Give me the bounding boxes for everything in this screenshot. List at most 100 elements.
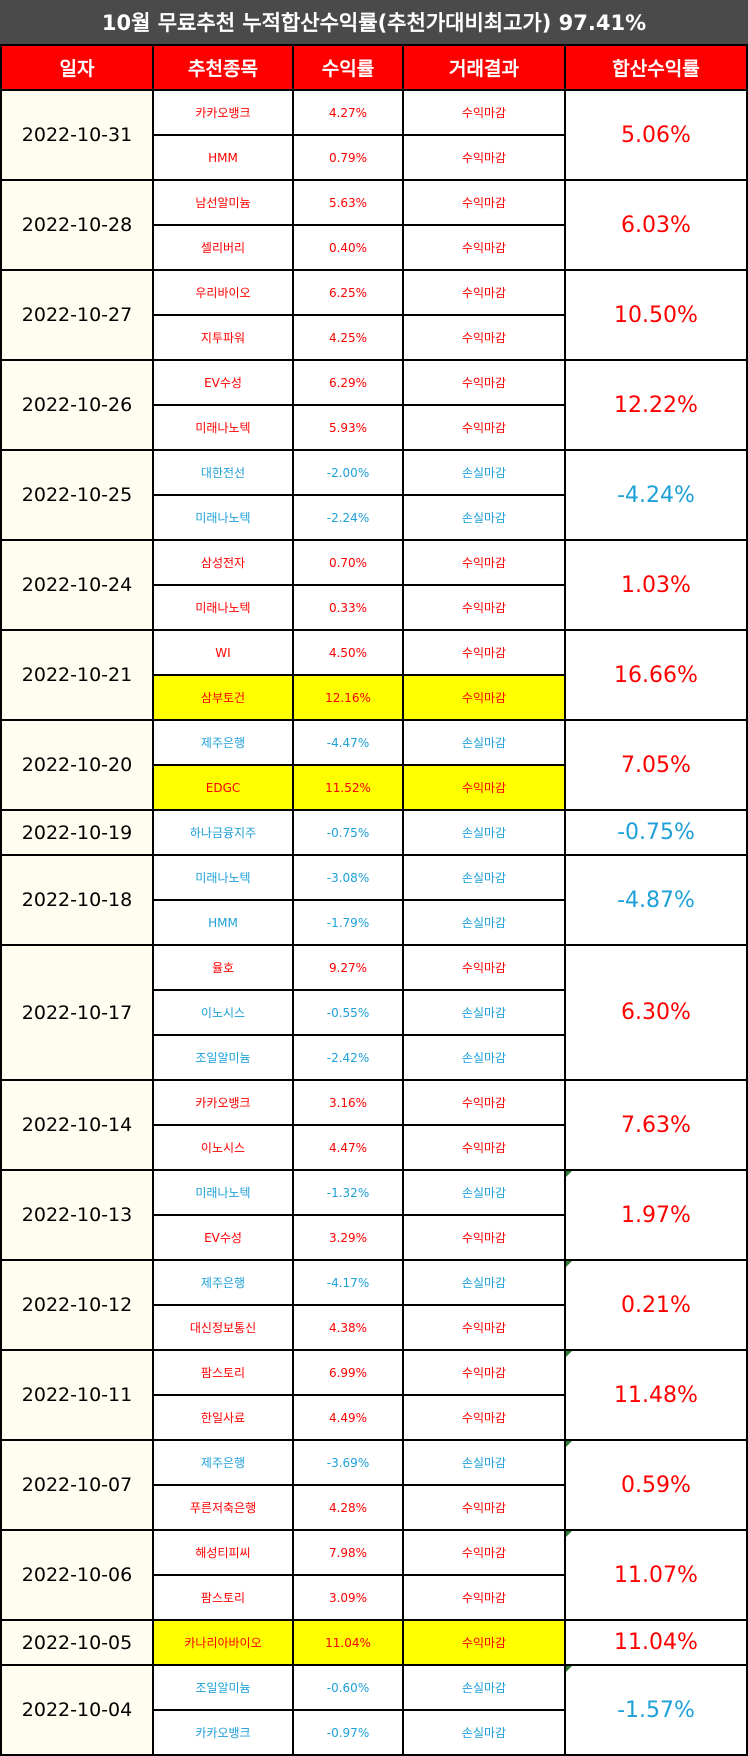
trade-result-cell: 수익마감 <box>404 946 564 989</box>
stock-name-cell: 한일사료 <box>154 1396 292 1439</box>
return-rate-cell: 9.27% <box>294 946 402 989</box>
date-cell: 2022-10-24 <box>2 541 152 629</box>
return-rate-cell: 4.38% <box>294 1306 402 1349</box>
trade-result-cell: 수익마감 <box>404 1486 564 1529</box>
return-rate-cell: -2.42% <box>294 1036 402 1079</box>
total-return-cell: 11.48% <box>566 1351 746 1439</box>
return-rate-cell: -2.00% <box>294 451 402 494</box>
return-rate-cell: 3.16% <box>294 1081 402 1124</box>
return-rate-cell: 11.52% <box>294 766 402 809</box>
trade-result-cell: 수익마감 <box>404 766 564 809</box>
date-cell: 2022-10-13 <box>2 1171 152 1259</box>
stock-name-cell: 미래나노텍 <box>154 496 292 539</box>
total-return-cell: -1.57% <box>566 1666 746 1754</box>
date-cell: 2022-10-21 <box>2 631 152 719</box>
date-cell: 2022-10-31 <box>2 91 152 179</box>
trade-result-cell: 수익마감 <box>404 1306 564 1349</box>
total-return-cell: 1.97% <box>566 1171 746 1259</box>
total-return-cell: 0.21% <box>566 1261 746 1349</box>
return-rate-cell: -0.55% <box>294 991 402 1034</box>
return-rate-cell: 4.28% <box>294 1486 402 1529</box>
total-return-cell: 7.63% <box>566 1081 746 1169</box>
stock-name-cell: 카카오뱅크 <box>154 1711 292 1754</box>
trade-result-cell: 수익마감 <box>404 631 564 674</box>
date-cell: 2022-10-27 <box>2 271 152 359</box>
stock-name-cell: 삼성전자 <box>154 541 292 584</box>
trade-result-cell: 손실마감 <box>404 1036 564 1079</box>
return-rate-cell: 0.40% <box>294 226 402 269</box>
cell-comment-marker <box>566 1261 572 1267</box>
trade-result-cell: 수익마감 <box>404 1396 564 1439</box>
return-rate-cell: 0.79% <box>294 136 402 179</box>
return-rate-cell: -4.17% <box>294 1261 402 1304</box>
trade-result-cell: 손실마감 <box>404 901 564 944</box>
header-total: 합산수익률 <box>566 46 746 89</box>
return-rate-cell: 4.47% <box>294 1126 402 1169</box>
total-return-cell: 7.05% <box>566 721 746 809</box>
stock-name-cell: 이노시스 <box>154 1126 292 1169</box>
date-cell: 2022-10-12 <box>2 1261 152 1349</box>
date-cell: 2022-10-18 <box>2 856 152 944</box>
total-return-cell: 12.22% <box>566 361 746 449</box>
return-rate-cell: 4.49% <box>294 1396 402 1439</box>
stock-name-cell: 대신정보통신 <box>154 1306 292 1349</box>
table-title: 10월 무료추천 누적합산수익률(추천가대비최고가) 97.41% <box>0 0 748 44</box>
stock-name-cell: EDGC <box>154 766 292 809</box>
stock-name-cell: 삼부토건 <box>154 676 292 719</box>
trade-result-cell: 손실마감 <box>404 451 564 494</box>
stock-name-cell: WI <box>154 631 292 674</box>
cell-comment-marker <box>566 1171 572 1177</box>
stock-name-cell: 이노시스 <box>154 991 292 1034</box>
date-cell: 2022-10-05 <box>2 1621 152 1664</box>
total-return-cell: 0.59% <box>566 1441 746 1529</box>
header-stock: 추천종목 <box>154 46 292 89</box>
stock-name-cell: 미래나노텍 <box>154 1171 292 1214</box>
total-return-cell: 10.50% <box>566 271 746 359</box>
return-rate-cell: -0.60% <box>294 1666 402 1709</box>
total-return-cell: 6.03% <box>566 181 746 269</box>
total-return-cell: 11.07% <box>566 1531 746 1619</box>
date-cell: 2022-10-26 <box>2 361 152 449</box>
date-cell: 2022-10-11 <box>2 1351 152 1439</box>
return-rate-cell: 3.29% <box>294 1216 402 1259</box>
return-rate-cell: 0.70% <box>294 541 402 584</box>
return-rate-cell: -0.75% <box>294 811 402 854</box>
header-result: 거래결과 <box>404 46 564 89</box>
return-rate-cell: 4.50% <box>294 631 402 674</box>
trade-result-cell: 수익마감 <box>404 541 564 584</box>
stock-name-cell: 미래나노텍 <box>154 406 292 449</box>
date-cell: 2022-10-06 <box>2 1531 152 1619</box>
trade-result-cell: 수익마감 <box>404 1531 564 1574</box>
total-return-cell: 16.66% <box>566 631 746 719</box>
cell-comment-marker <box>566 1441 572 1447</box>
return-rate-cell: -2.24% <box>294 496 402 539</box>
trade-result-cell: 손실마감 <box>404 1711 564 1754</box>
trade-result-cell: 수익마감 <box>404 226 564 269</box>
trade-result-cell: 손실마감 <box>404 1171 564 1214</box>
date-cell: 2022-10-25 <box>2 451 152 539</box>
total-return-cell: 6.30% <box>566 946 746 1079</box>
trade-result-cell: 손실마감 <box>404 811 564 854</box>
stock-name-cell: 대한전선 <box>154 451 292 494</box>
return-rate-cell: 4.25% <box>294 316 402 359</box>
trade-result-cell: 수익마감 <box>404 1576 564 1619</box>
trade-result-cell: 수익마감 <box>404 1126 564 1169</box>
return-rate-cell: 6.29% <box>294 361 402 404</box>
trade-result-cell: 손실마감 <box>404 1261 564 1304</box>
trade-result-cell: 수익마감 <box>404 1621 564 1664</box>
stock-name-cell: 남선알미늄 <box>154 181 292 224</box>
total-return-cell: 11.04% <box>566 1621 746 1664</box>
stock-name-cell: 제주은행 <box>154 1261 292 1304</box>
stock-name-cell: 팜스토리 <box>154 1351 292 1394</box>
stock-name-cell: HMM <box>154 901 292 944</box>
stock-name-cell: HMM <box>154 136 292 179</box>
stock-name-cell: 푸른저축은행 <box>154 1486 292 1529</box>
return-rate-cell: -3.08% <box>294 856 402 899</box>
stock-name-cell: 지투파워 <box>154 316 292 359</box>
return-rate-cell: -4.47% <box>294 721 402 764</box>
return-rate-cell: 5.93% <box>294 406 402 449</box>
return-rate-cell: 5.63% <box>294 181 402 224</box>
stock-name-cell: 조일알미늄 <box>154 1666 292 1709</box>
stock-name-cell: EV수성 <box>154 361 292 404</box>
